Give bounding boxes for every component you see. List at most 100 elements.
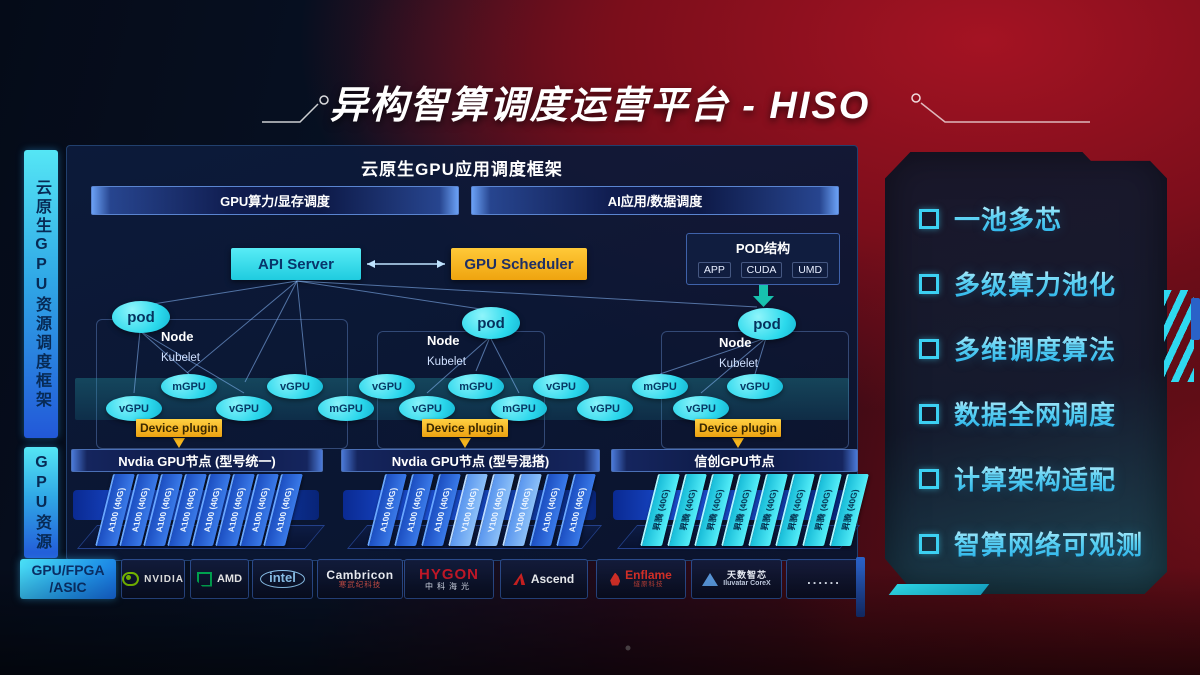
gpu-unit-ellipse: vGPU	[216, 396, 272, 421]
pod-ellipse-3: pod	[738, 308, 796, 340]
enflame-logo-icon	[610, 572, 621, 586]
vendor-tile-hygon: HYGON 中科海光	[404, 559, 494, 599]
node-2-label: Node	[427, 333, 460, 348]
node-1-label: Node	[161, 329, 194, 344]
gpu-unit-ellipse: vGPU	[359, 374, 415, 399]
feature-item: 多维调度算法	[919, 316, 1157, 381]
vendor-tile-more: ......	[786, 559, 862, 599]
gpu-unit-ellipse: vGPU	[533, 374, 589, 399]
feature-item: 数据全网调度	[919, 381, 1157, 446]
feature-text: 多级算力池化	[954, 265, 1116, 302]
gpu-unit-ellipse: mGPU	[318, 396, 374, 421]
ascend-logo-text: Ascend	[530, 572, 575, 586]
category-line1: GPU/FPGA	[31, 562, 105, 578]
hygon-logo-text: HYGON	[418, 565, 479, 583]
api-server-box: API Server	[231, 248, 361, 280]
nvidia-logo-icon	[122, 572, 140, 586]
hazard-stripes-decoration	[1164, 290, 1194, 382]
gpu-unit-ellipse: mGPU	[161, 374, 217, 399]
gpu-unit-ellipse: vGPU	[267, 374, 323, 399]
feature-item: 多级算力池化	[919, 251, 1157, 316]
cambricon-logo-subtext: 寒武纪科技	[338, 580, 382, 590]
square-bullet-icon	[919, 468, 939, 489]
enflame-logo-text: Enflame	[625, 568, 672, 583]
pod-structure-cuda: CUDA	[740, 262, 783, 278]
sidebar-label-gpu-resources: GPU资源	[24, 447, 58, 558]
features-list: 一池多芯 多级算力池化 多维调度算法 数据全网调度 计算架构适配 智算网络可观测	[919, 186, 1157, 576]
feature-item: 一池多芯	[919, 186, 1157, 251]
node-group-2-title: Nvdia GPU节点 (型号混搭)	[341, 449, 600, 472]
pod-structure-app: APP	[697, 262, 731, 278]
square-bullet-icon	[919, 273, 939, 294]
feature-text: 多维调度算法	[954, 330, 1116, 367]
side-blue-bar	[856, 557, 865, 617]
vendor-tile-iluvatar: 天数智芯 Iluvatar CoreX	[691, 559, 782, 599]
ascend-logo-icon	[513, 573, 527, 585]
gpu-unit-ellipse: vGPU	[106, 396, 162, 421]
device-plugin-2: Device plugin	[422, 419, 508, 437]
iluvatar-logo-icon	[702, 572, 719, 586]
feature-text: 智算网络可观测	[954, 525, 1143, 562]
page-title: 异构智算调度运营平台 - HISO	[329, 85, 871, 127]
node-1-kubelet-label: Kubelet	[161, 352, 201, 364]
gpu-scheduler-box: GPU Scheduler	[451, 248, 587, 280]
bar-gpu-compute-scheduling: GPU算力/显存调度	[91, 186, 459, 215]
vendor-tile-amd: AMD	[190, 559, 249, 599]
pod-structure-umd: UMD	[792, 262, 829, 278]
feature-item: 计算架构适配	[919, 446, 1157, 511]
feature-text: 数据全网调度	[954, 395, 1116, 432]
square-bullet-icon	[919, 338, 939, 359]
sidebar-label-gpu-resources-text: GPU资源	[33, 453, 50, 552]
sidebar-label-framework: 云原生GPU资源调度框架	[24, 150, 58, 438]
pod-ellipse-2: pod	[462, 307, 520, 339]
features-panel: 一池多芯 多级算力池化 多维调度算法 数据全网调度 计算架构适配 智算网络可观测	[885, 152, 1167, 594]
gpu-unit-ellipse: vGPU	[673, 396, 729, 421]
vendor-tile-cambricon: Cambricon 寒武纪科技	[317, 559, 403, 599]
vendor-tile-ascend: Ascend	[500, 559, 588, 599]
vendor-tile-intel: intel	[252, 559, 313, 599]
pod-ellipse-1: pod	[112, 301, 170, 333]
nvidia-logo-text: NVIDIA	[144, 573, 184, 585]
sidebar-label-framework-text: 云原生GPU资源调度框架	[33, 178, 50, 410]
device-plugin-3: Device plugin	[695, 419, 781, 437]
bar-ai-data-scheduling: AI应用/数据调度	[471, 186, 839, 215]
gpu-unit-ellipse: mGPU	[632, 374, 688, 399]
gpu-unit-ellipse: mGPU	[491, 396, 547, 421]
iluvatar-logo-subtext: Iluvatar CoreX	[723, 580, 771, 588]
node-3-kubelet-label: Kubelet	[719, 358, 759, 370]
feature-item: 智算网络可观测	[919, 511, 1157, 576]
cambricon-logo-text: Cambricon	[326, 567, 394, 582]
hygon-logo-subtext: 中科海光	[424, 581, 473, 591]
device-plugin-1: Device plugin	[136, 419, 222, 437]
node-group-3-title: 信创GPU节点	[611, 449, 858, 472]
gpu-card-stack-2: A100 (40G) A100 (40G) A100 (40G) V100 (4…	[341, 471, 603, 556]
iluvatar-logo-text: 天数智芯	[726, 569, 767, 580]
node-3-label: Node	[719, 335, 752, 350]
feature-text: 计算架构适配	[954, 460, 1116, 497]
amd-logo-icon	[196, 571, 212, 587]
intel-logo-text: intel	[260, 570, 305, 588]
enflame-logo-subtext: 燧原科技	[633, 580, 664, 588]
edge-blue-bar	[1191, 298, 1200, 340]
gpu-unit-ellipse: vGPU	[577, 396, 633, 421]
gpu-unit-ellipse: vGPU	[399, 396, 455, 421]
pod-structure-box: POD结构 APP CUDA UMD	[686, 233, 840, 285]
square-bullet-icon	[919, 533, 939, 554]
category-line2: /ASIC	[49, 579, 87, 595]
vendor-tile-enflame: Enflame 燧原科技	[596, 559, 686, 599]
node-2-kubelet-label: Kubelet	[427, 356, 467, 368]
gpu-unit-ellipse: mGPU	[448, 374, 504, 399]
gpu-card-stack-3: 昇腾 (40G) 昇腾 (40G) 昇腾 (40G) 昇腾 (40G) 昇腾 (…	[611, 471, 869, 556]
square-bullet-icon	[919, 208, 939, 229]
more-vendors-dots: ......	[807, 571, 841, 587]
square-bullet-icon	[919, 403, 939, 424]
gpu-card-stack-1: A100 (40G) A100 (40G) A100 (40G) A100 (4…	[71, 471, 326, 556]
amd-logo-text: AMD	[216, 573, 243, 585]
framework-header: 云原生GPU应用调度框架	[361, 160, 563, 179]
vendor-tile-nvidia: NVIDIA	[121, 559, 185, 599]
feature-text: 一池多芯	[954, 200, 1062, 237]
main-diagram-panel: 云原生GPU应用调度框架 GPU算力/显存调度 AI应用/数据调度 API Se…	[66, 145, 869, 561]
pod-structure-title: POD结构	[735, 241, 791, 256]
cyan-accent-bar	[888, 584, 990, 595]
